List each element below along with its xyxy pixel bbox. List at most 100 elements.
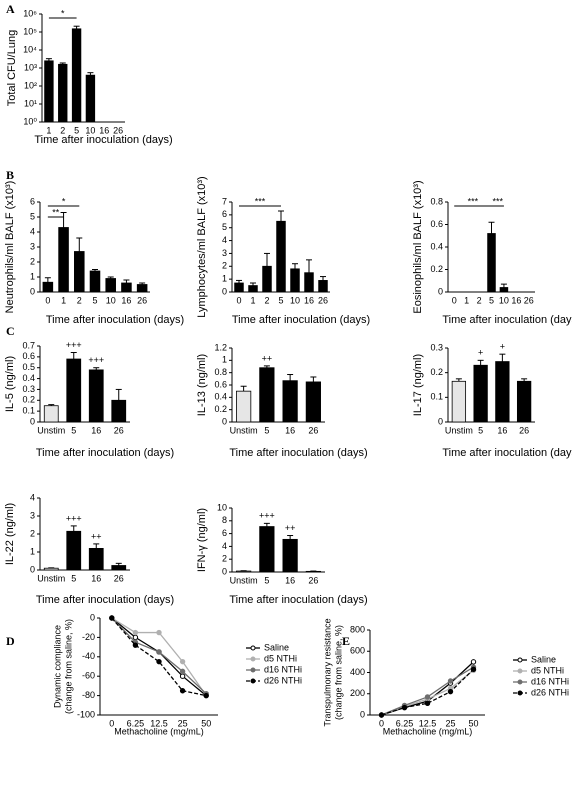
series-line [381,661,474,716]
point [470,666,477,673]
y-tick-label: -20 [82,632,95,642]
x-axis-label: Time after inoculation (days) [34,134,172,146]
y-tick-label: 10² [24,80,37,90]
y-tick-label: 2 [30,528,35,538]
x-tick-label: 0 [45,295,50,305]
legend-label: d16 NTHi [264,664,302,674]
y-tick-label: 3 [222,248,227,258]
bar [451,380,467,423]
x-tick-label: 26 [519,425,529,435]
legend-marker [250,645,256,651]
bar [85,74,96,123]
bar-label: +++ [66,513,82,523]
bar [58,63,68,123]
bar [304,272,314,293]
y-tick-label: 0.6 [430,219,443,229]
bar [473,364,488,423]
legend-label: d5 NTHi [531,665,564,675]
x-axis-label: Time after inoculation (days) [229,447,367,459]
bar [43,567,59,571]
x-tick-label: 16 [285,425,295,435]
x-tick-label: 12.5 [150,718,168,728]
point [156,649,162,655]
point [156,658,162,665]
x-tick-label: 26 [114,425,124,435]
x-axis-label: Time after inoculation (days) [442,314,572,326]
series-line [381,669,474,716]
bar [71,28,82,123]
bar [58,227,69,293]
y-tick-label: 0.4 [430,241,443,251]
y-axis-label: Transpulmonary resistance [322,618,332,726]
legend-marker [517,668,523,674]
bar [66,530,82,571]
y-tick-label: 0 [222,416,227,426]
y-tick-label: 0.5 [22,362,35,372]
y-tick-label: 0 [438,286,443,296]
x-tick-label: 50 [201,718,211,728]
series-line [111,617,207,697]
bar [88,369,104,423]
point [424,694,431,700]
bar-label: ++ [285,523,296,533]
x-tick-label: 26 [113,125,123,135]
bar-label: +++ [66,340,82,350]
y-tick-label: 200 [350,688,365,698]
x-axis-label: Time after inoculation (days) [36,594,174,606]
y-tick-label: 0 [30,416,35,426]
point [179,688,186,694]
bar-label: + [478,348,483,358]
significance-label: *** [255,196,266,206]
y-axis-label: (change from saline, %) [333,625,343,720]
point [470,659,477,665]
y-tick-label: 0.8 [430,196,443,206]
bar [318,280,328,293]
bar-label: ++ [262,353,273,363]
y-tick-label: 0.3 [430,342,443,352]
y-tick-label: 0 [90,612,95,622]
y-tick-label: -100 [77,709,95,719]
y-tick-label: 10⁵ [23,26,37,36]
x-tick-label: 16 [121,295,131,305]
panel-label: C [6,324,15,338]
y-tick-label: 5 [30,211,35,221]
x-tick-label: 1 [464,295,469,305]
bar [290,268,300,293]
y-tick-label: 2 [222,554,227,564]
x-tick-label: 5 [278,295,283,305]
bar [88,548,104,571]
y-tick-label: 7 [222,196,227,206]
x-tick-label: 26 [308,575,318,585]
y-axis-label: Eosinophils/ml BALF (x10³) [412,180,424,313]
bar [111,399,127,423]
y-tick-label: 10³ [24,62,37,72]
bar-label: +++ [259,511,275,521]
bar [105,278,116,293]
y-tick-label: 1 [30,546,35,556]
y-axis-label: Neutrophils/ml BALF (x10³) [4,181,16,314]
y-tick-label: -60 [82,671,95,681]
x-tick-label: 5 [478,425,483,435]
bar [89,270,101,293]
y-tick-label: 0.2 [22,395,35,405]
y-tick-label: 1 [30,271,35,281]
point [401,704,408,711]
x-tick-label: 5 [71,425,76,435]
y-axis-label: Total CFU/Lung [6,30,18,106]
legend-marker [517,690,523,696]
x-axis-label: Time after inoculation (days) [36,447,174,459]
legend-marker [250,667,256,673]
legend-label: d16 NTHi [531,676,569,686]
y-tick-label: 1.2 [214,342,227,352]
significance-label: *** [492,196,503,206]
legend-label: d5 NTHi [264,653,297,663]
x-tick-label: 16 [91,425,101,435]
x-tick-label: 26 [308,425,318,435]
x-tick-label: 10 [85,125,95,135]
bar [236,390,252,423]
x-tick-label: Unstim [37,425,65,435]
y-tick-label: 5 [222,222,227,232]
x-axis-label: Methacholine (mg/mL) [114,726,204,736]
bar [282,538,298,573]
